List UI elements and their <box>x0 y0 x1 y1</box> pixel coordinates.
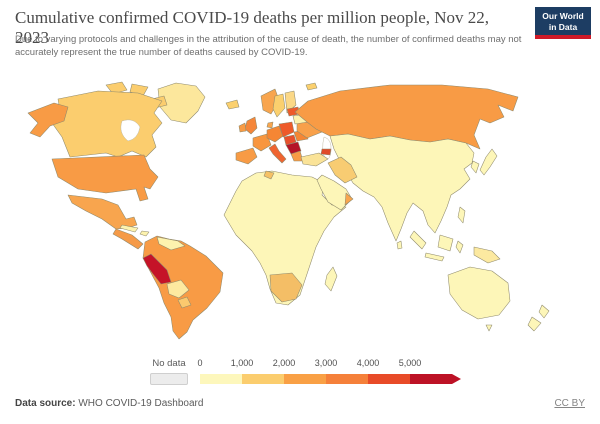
country-iceland[interactable] <box>225 99 240 110</box>
no-data-swatch[interactable] <box>150 373 188 385</box>
owid-logo-line2: in Data <box>548 21 578 32</box>
country-madagascar[interactable] <box>324 266 338 292</box>
country-japan[interactable] <box>479 148 498 176</box>
country-arctic-islands[interactable] <box>105 81 128 95</box>
country-balkans[interactable] <box>285 141 302 155</box>
country-new-zealand[interactable] <box>527 316 542 332</box>
owid-logo[interactable]: Our World in Data <box>535 7 591 40</box>
country-new-guinea[interactable] <box>473 246 501 264</box>
country-peru[interactable] <box>142 253 172 285</box>
country-france[interactable] <box>252 133 272 152</box>
country-iran[interactable] <box>327 156 358 184</box>
country-philippines[interactable] <box>457 206 466 224</box>
country-svalbard[interactable] <box>305 82 318 91</box>
country-greenland[interactable] <box>157 82 206 124</box>
country-italy[interactable] <box>268 143 287 164</box>
country-iberia[interactable] <box>235 147 258 165</box>
country-sweden[interactable] <box>272 93 286 118</box>
chart-subtitle: Due to varying protocols and challenges … <box>15 34 522 59</box>
country-caucasus[interactable] <box>320 148 332 156</box>
country-mexico[interactable] <box>67 194 138 230</box>
country-germany[interactable] <box>266 125 284 143</box>
country-tasmania[interactable] <box>485 324 493 332</box>
country-asia[interactable] <box>329 133 475 242</box>
legend-tick-labels: 0 1,000 2,000 3,000 4,000 5,000 <box>197 358 422 368</box>
country-paraguay[interactable] <box>177 296 192 309</box>
data-source: Data source: WHO COVID-19 Dashboard <box>15 398 203 409</box>
country-new-zealand[interactable] <box>538 304 550 319</box>
country-ireland[interactable] <box>238 122 247 133</box>
map-legend: No data 0 1,000 2,000 3,000 4,000 5,000 <box>150 358 470 392</box>
license-link[interactable]: CC BY <box>554 398 585 409</box>
world-map-svg <box>27 81 550 340</box>
legend-no-data: No data <box>150 358 188 385</box>
legend-arrow-cap <box>452 374 461 384</box>
caspian-sea <box>322 136 332 160</box>
hudson-bay <box>120 119 141 142</box>
country-sulawesi[interactable] <box>455 240 464 254</box>
country-uk[interactable] <box>244 116 258 135</box>
country-oman[interactable] <box>344 192 354 206</box>
no-data-label: No data <box>152 358 186 369</box>
world-choropleth-map <box>10 79 590 351</box>
country-finland[interactable] <box>284 90 297 114</box>
country-bolivia[interactable] <box>166 279 190 299</box>
page-title: Cumulative confirmed COVID-19 deaths per… <box>15 8 490 47</box>
owid-logo-line1: Our World <box>542 11 584 21</box>
country-usa[interactable] <box>51 154 159 202</box>
country-hispaniola[interactable] <box>139 230 150 237</box>
country-sumatra[interactable] <box>409 230 427 250</box>
country-denmark[interactable] <box>266 121 274 129</box>
country-alaska[interactable] <box>27 102 69 138</box>
data-source-label: Data source: <box>15 398 76 409</box>
country-java[interactable] <box>424 252 445 262</box>
country-borneo[interactable] <box>437 234 454 252</box>
country-sri-lanka[interactable] <box>396 240 403 250</box>
country-venezuela[interactable] <box>156 236 186 251</box>
legend-color-bar[interactable] <box>200 374 452 384</box>
legend-color-scale: 0 1,000 2,000 3,000 4,000 5,000 <box>197 358 452 384</box>
country-tunisia[interactable] <box>263 170 275 180</box>
country-korea[interactable] <box>470 160 480 174</box>
chart-footer: Data source: WHO COVID-19 Dashboard CC B… <box>15 398 585 409</box>
country-australia[interactable] <box>447 266 511 320</box>
country-canada[interactable] <box>51 90 163 158</box>
country-hungary[interactable] <box>283 134 297 146</box>
country-turkey[interactable] <box>300 152 329 167</box>
country-cuba[interactable] <box>119 224 139 233</box>
country-arabia[interactable] <box>316 174 353 211</box>
data-source-value: WHO COVID-19 Dashboard <box>75 398 204 409</box>
country-southern-africa[interactable] <box>269 272 303 303</box>
country-central-america[interactable] <box>112 228 144 250</box>
